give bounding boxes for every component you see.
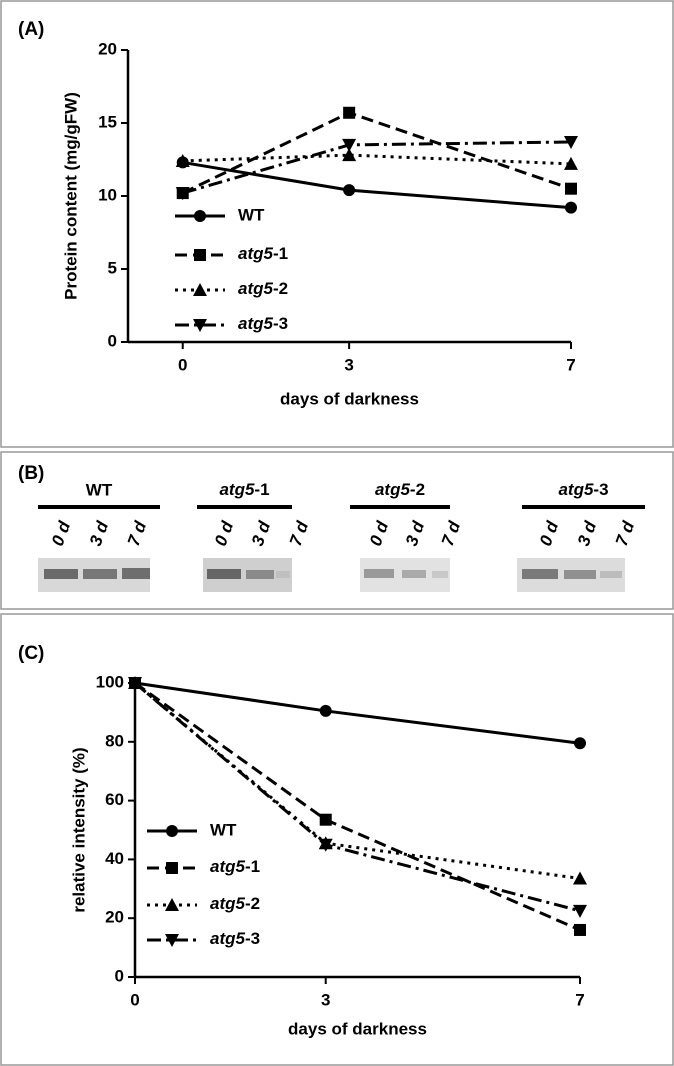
- marker: [175, 187, 190, 201]
- lane-label: 0 d: [536, 518, 562, 548]
- band: [276, 571, 290, 578]
- marker: [342, 138, 357, 152]
- legend-marker: [165, 898, 179, 911]
- x-tick-label: 7: [575, 990, 584, 1009]
- marker: [565, 182, 577, 195]
- group-label: atg5-3: [558, 480, 608, 499]
- band: [207, 569, 241, 579]
- lane-label: 7 d: [438, 518, 464, 548]
- marker: [128, 677, 142, 690]
- legend-label: atg5-1: [210, 857, 260, 876]
- marker: [318, 838, 333, 852]
- band: [83, 569, 117, 579]
- y-tick-label: 0: [115, 966, 124, 985]
- panel-label: (B): [18, 463, 44, 484]
- panel-label: (C): [18, 643, 44, 664]
- legend-marker: [194, 249, 206, 261]
- lane-label: 3 d: [402, 518, 428, 548]
- y-tick-label: 0: [108, 331, 117, 350]
- y-axis-label: relative intensity (%): [69, 747, 88, 912]
- panel-label: (A): [18, 19, 44, 40]
- y-tick-label: 15: [98, 112, 117, 131]
- lane-label: 7 d: [286, 518, 312, 548]
- lane-label: 7 d: [612, 518, 638, 548]
- lane-label: 3 d: [574, 518, 600, 548]
- legend-label: atg5-2: [238, 279, 288, 298]
- x-axis-label: days of darkness: [288, 1019, 427, 1038]
- lane-label: 3 d: [86, 518, 112, 548]
- band: [44, 569, 78, 579]
- marker: [574, 923, 586, 936]
- legend-marker: [166, 862, 178, 874]
- lane-label: 0 d: [48, 518, 74, 548]
- lane-label: 0 d: [366, 518, 392, 548]
- series-line: [182, 140, 572, 195]
- y-tick-label: 60: [105, 790, 124, 809]
- legend-label: WT: [238, 205, 265, 224]
- band: [364, 569, 394, 578]
- group-label: WT: [86, 480, 113, 499]
- legend-label: atg5-2: [210, 894, 260, 913]
- x-axis-label: days of darkness: [280, 389, 419, 408]
- marker: [319, 813, 332, 826]
- marker: [343, 106, 356, 119]
- y-tick-label: 10: [98, 185, 117, 204]
- series-line: [182, 160, 572, 210]
- legend-label: atg5-3: [238, 314, 288, 333]
- marker: [342, 148, 357, 162]
- band: [432, 571, 448, 578]
- panel-frame: [0, 0, 674, 448]
- marker: [574, 737, 586, 750]
- legend-marker: [166, 825, 178, 837]
- group-label: atg5-1: [219, 480, 269, 499]
- group-label: atg5-2: [375, 480, 425, 499]
- lane-label: 3 d: [248, 518, 274, 548]
- x-tick-label: 0: [178, 355, 187, 374]
- marker: [343, 184, 356, 197]
- y-tick-label: 100: [96, 672, 124, 691]
- y-tick-label: 80: [105, 731, 124, 750]
- band: [522, 569, 558, 579]
- marker: [564, 135, 578, 149]
- marker: [573, 904, 587, 918]
- legend-label: atg5-1: [238, 244, 288, 263]
- y-tick-label: 5: [108, 258, 117, 277]
- y-axis-label: Protein content (mg/gFW): [61, 92, 80, 300]
- series-line: [182, 153, 572, 166]
- band: [246, 570, 274, 579]
- marker: [319, 704, 332, 717]
- band: [600, 571, 622, 578]
- band: [402, 570, 426, 578]
- legend-marker: [165, 934, 179, 947]
- legend-marker: [193, 283, 207, 296]
- band: [564, 570, 596, 579]
- lane-label: 0 d: [211, 518, 237, 548]
- panel-frame: [0, 613, 674, 1066]
- lane-label: 7 d: [124, 518, 150, 548]
- legend-label: atg5-3: [210, 929, 260, 948]
- series-line: [134, 681, 581, 880]
- y-tick-label: 40: [105, 849, 124, 868]
- series-line: [182, 111, 572, 195]
- series-line: [134, 681, 581, 745]
- series-line: [134, 681, 581, 913]
- marker: [175, 153, 190, 167]
- legend-marker: [194, 210, 206, 222]
- legend-label: WT: [210, 820, 237, 839]
- y-tick-label: 20: [105, 908, 124, 927]
- panel-frame: [0, 451, 674, 610]
- marker: [565, 201, 577, 214]
- marker: [573, 871, 587, 885]
- x-tick-label: 7: [566, 355, 575, 374]
- y-tick-label: 20: [98, 39, 117, 58]
- marker: [564, 156, 578, 170]
- legend-marker: [193, 319, 207, 332]
- gel-strips: [38, 558, 625, 592]
- x-tick-label: 3: [321, 990, 330, 1009]
- x-tick-label: 0: [130, 990, 139, 1009]
- band: [122, 568, 150, 579]
- x-tick-label: 3: [344, 355, 353, 374]
